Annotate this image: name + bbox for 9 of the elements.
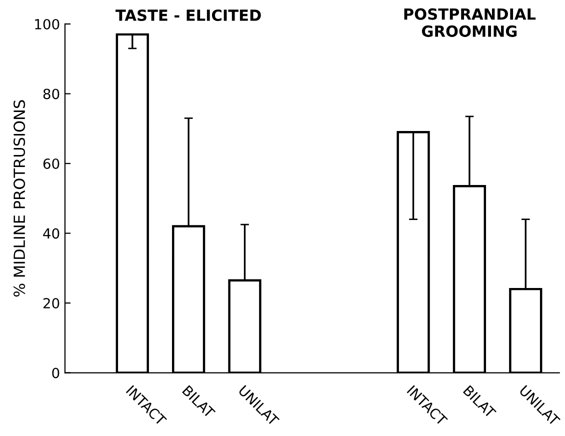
y-tick-label: 60	[43, 158, 60, 169]
text: TASTE - ELICITED	[116, 9, 261, 22]
y-axis-title: % MIDLINE PROTRUSIONS	[14, 100, 26, 297]
y-tick-label: 0	[52, 368, 60, 378]
y-tick-label: 20	[43, 298, 60, 308]
y-tick-label: 40	[43, 228, 60, 239]
y-tick-label: 100	[35, 18, 60, 30]
annotation: POSTPRANDIAL GROOMING	[404, 8, 536, 37]
y-tick-label: 80	[43, 88, 60, 100]
